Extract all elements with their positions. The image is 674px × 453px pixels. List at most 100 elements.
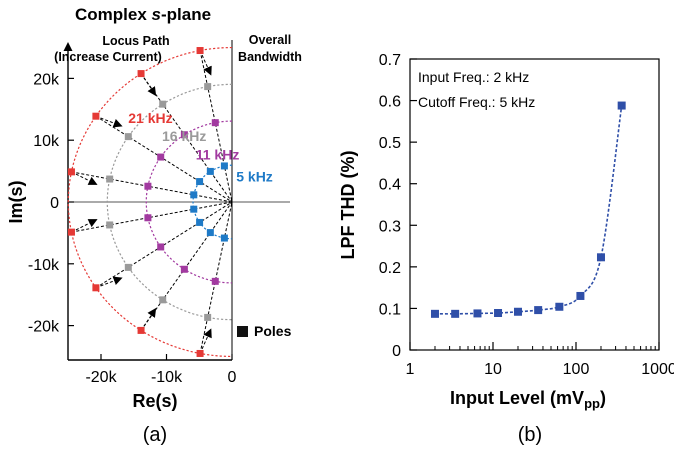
s-plane-chart: Complex s-plane Locus Path (Increase Cur… <box>6 5 302 446</box>
pole-marker <box>144 214 152 222</box>
bandwidth-labels: 21 kHz 16 kHz 11 kHz 5 kHz <box>128 110 273 185</box>
locus-arrow <box>71 171 98 185</box>
data-point <box>555 302 564 311</box>
poles-legend-label: Poles <box>254 323 292 339</box>
locus-path <box>140 201 233 331</box>
locus-arrow <box>140 307 157 331</box>
y-tick-label: 0.7 <box>379 52 401 69</box>
data-point <box>576 291 585 300</box>
data-point <box>513 307 522 316</box>
x-tick-label: 100 <box>563 361 590 378</box>
pole-marker <box>190 191 198 199</box>
locus-arrow <box>95 276 123 289</box>
pole-marker <box>159 296 167 304</box>
pole-marker <box>92 112 100 120</box>
locus-path <box>199 50 233 203</box>
pole-marker <box>106 175 114 183</box>
bandwidth-circle <box>106 83 233 321</box>
pole-marker <box>211 277 219 285</box>
pole-markers <box>67 47 228 357</box>
x-tick-label: 1 <box>406 361 415 378</box>
y-tick-label: 0.6 <box>379 94 401 111</box>
pole-marker <box>124 263 132 271</box>
bandwidth-circle <box>145 120 233 284</box>
data-point <box>596 253 605 262</box>
pole-marker <box>206 229 214 237</box>
locus-arrow <box>199 50 212 76</box>
pole-marker <box>180 131 188 139</box>
poles-legend-marker <box>237 326 248 337</box>
y-axis-ticks: 0 0.1 0.2 0.3 0.4 0.5 0.6 0.7 <box>379 52 417 360</box>
y-tick-label: 0.4 <box>379 177 401 194</box>
x-tick-label: 10 <box>484 361 502 378</box>
pole-marker <box>196 218 204 226</box>
pole-marker <box>180 265 188 273</box>
thd-curve <box>434 105 623 315</box>
locus-arrow <box>95 115 123 128</box>
y-tick-label: 0.2 <box>379 260 401 277</box>
y-tick-label: -10k <box>28 257 60 274</box>
x-tick-label: 1000 <box>641 361 674 378</box>
pole-marker <box>124 133 132 141</box>
pole-marker <box>196 47 204 55</box>
bandwidth-circle <box>67 46 233 358</box>
pole-marker <box>220 234 228 242</box>
thd-series <box>430 101 626 318</box>
locus-arrow <box>71 219 98 233</box>
x-axis-title: Re(s) <box>132 391 177 411</box>
locus-arrow <box>199 328 212 354</box>
pole-marker <box>106 221 114 229</box>
bandwidth-label: 16 kHz <box>162 128 206 144</box>
pole-marker <box>137 326 145 334</box>
locus-path <box>199 201 233 354</box>
data-point <box>617 101 626 110</box>
pole-marker <box>157 153 165 161</box>
y-tick-label: 0.3 <box>379 218 401 235</box>
y-tick-label: 0 <box>392 343 401 360</box>
y-tick-label: 20k <box>33 71 60 88</box>
pole-marker <box>196 349 204 357</box>
panel-b-label: (b) <box>518 424 542 446</box>
bandwidth-label: 21 kHz <box>128 110 172 126</box>
y-axis-title: Im(s) <box>6 180 26 223</box>
overall-label: Overall <box>249 33 291 47</box>
x-tick-label: -20k <box>85 369 117 386</box>
thd-chart: 0 0.1 0.2 0.3 0.4 0.5 0.6 0.7 1 10 100 1000 Input … <box>338 52 674 446</box>
pole-marker <box>67 168 75 176</box>
pole-marker <box>144 182 152 190</box>
data-point <box>430 309 439 318</box>
bandwidth-label: 5 kHz <box>236 169 273 185</box>
locus-path-label: Locus Path <box>102 34 169 48</box>
pole-marker <box>196 178 204 186</box>
bandwidth-label: Bandwidth <box>238 50 302 64</box>
input-freq-annotation: Input Freq.: 2 kHz <box>418 69 529 85</box>
bandwidth-label: 11 kHz <box>196 147 240 163</box>
y-axis-ticks: 20k 10k 0 -10k -20k <box>28 71 74 336</box>
y-tick-label: -20k <box>28 319 60 336</box>
bandwidth-circles <box>67 46 233 358</box>
plot-frame <box>409 58 660 351</box>
data-point <box>451 309 460 318</box>
data-point <box>534 306 543 315</box>
cutoff-freq-annotation: Cutoff Freq.: 5 kHz <box>418 94 535 110</box>
pole-marker <box>157 243 165 251</box>
locus-arrow <box>140 73 157 97</box>
pole-marker <box>220 162 228 170</box>
y-axis-title: LPF THD (%) <box>338 151 358 260</box>
y-tick-label: 0 <box>50 195 59 212</box>
x-tick-label: 0 <box>228 369 237 386</box>
x-axis-title: Input Level (mVpp) <box>450 388 606 411</box>
pole-marker <box>204 83 212 91</box>
pole-marker <box>67 228 75 236</box>
y-tick-label: 0.1 <box>379 301 401 318</box>
pole-marker <box>159 100 167 108</box>
locus-path <box>140 73 233 203</box>
s-plane-title: Complex s-plane <box>75 5 211 24</box>
x-tick-label: -10k <box>151 369 183 386</box>
bandwidth-circle <box>192 164 233 240</box>
pole-marker <box>211 119 219 127</box>
pole-marker <box>204 313 212 321</box>
x-axis-ticks: -20k -10k 0 <box>85 354 237 386</box>
locus-path-sublabel: (Increase Current) <box>54 50 162 64</box>
